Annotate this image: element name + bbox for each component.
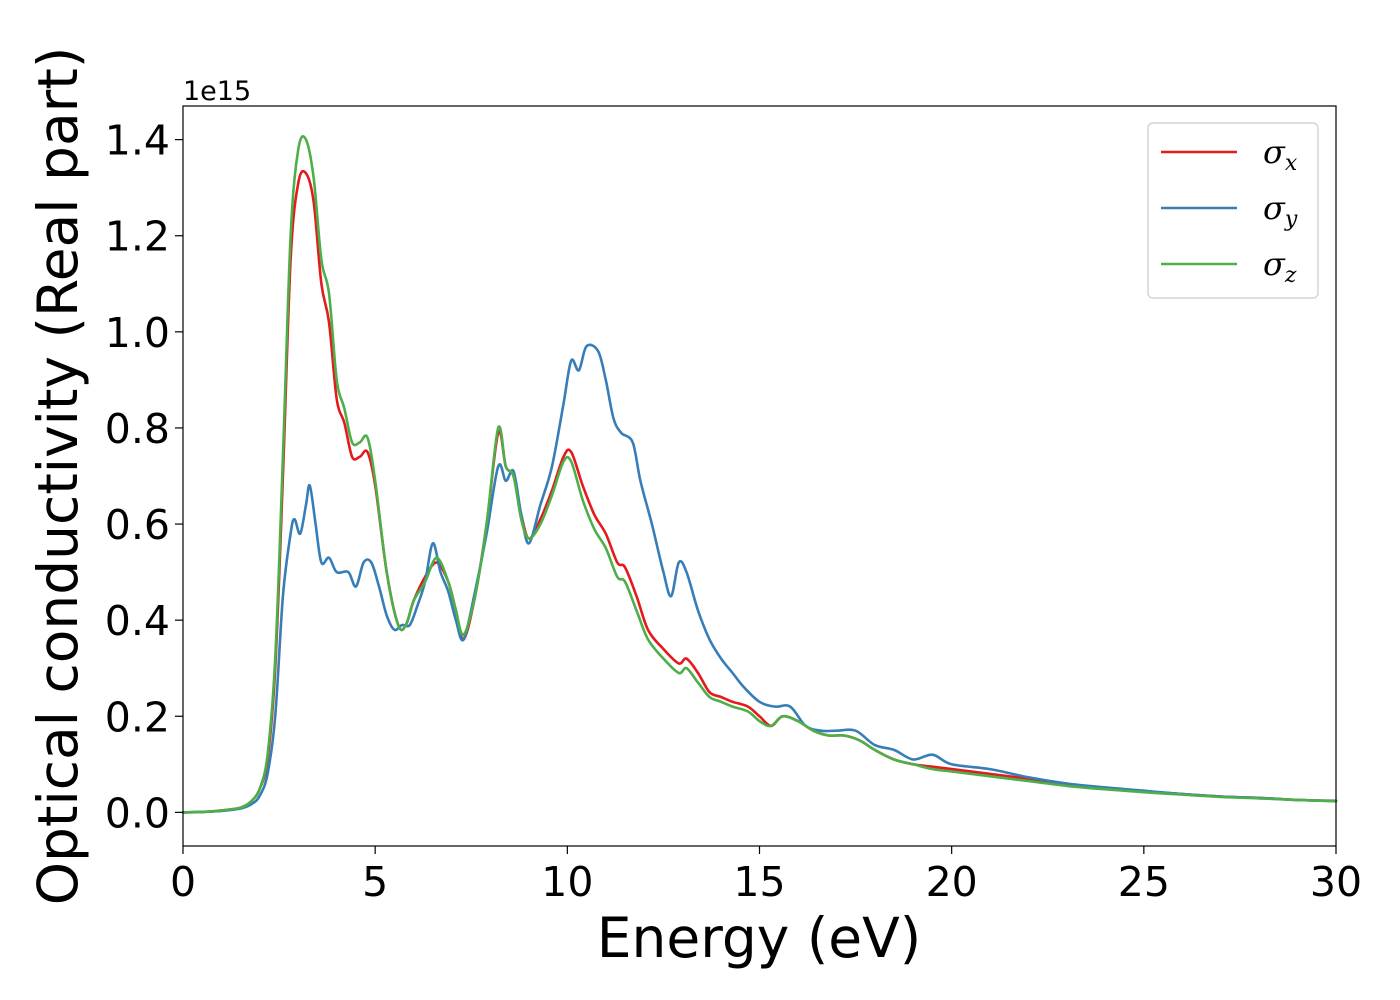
- x-tick-label: 5: [362, 858, 388, 906]
- x-tick-label: 20: [926, 858, 978, 906]
- y-tick-label: 0.2: [105, 693, 170, 741]
- y-offset-label: 1e15: [183, 76, 251, 107]
- legend-box: [1147, 122, 1319, 299]
- y-tick-label: 0.6: [105, 501, 170, 549]
- x-tick-label: 30: [1310, 858, 1362, 906]
- y-tick-label: 0.0: [105, 789, 170, 837]
- x-tick-label: 25: [1118, 858, 1170, 906]
- x-tick-label: 0: [170, 858, 196, 906]
- y-axis-ticks: 0.0 0.2 0.4 0.6 0.8 1.0 1.2 1.4: [105, 117, 183, 837]
- y-tick-label: 1.0: [105, 309, 170, 357]
- y-tick-label: 1.2: [105, 213, 170, 261]
- x-axis-ticks: 0 5 10 15 20 25 30: [170, 846, 1362, 906]
- y-axis-label: Optical conductivity (Real part): [26, 47, 90, 906]
- series-line-z: [181, 135, 1338, 814]
- y-tick-label: 1.4: [105, 117, 170, 165]
- series-layer: [181, 135, 1338, 814]
- y-tick-label: 0.4: [105, 597, 170, 645]
- series-line-y: [181, 343, 1338, 814]
- x-tick-label: 10: [541, 858, 593, 906]
- y-tick-label: 0.8: [105, 405, 170, 453]
- x-tick-label: 15: [733, 858, 785, 906]
- x-axis-label: Energy (eV): [597, 906, 921, 970]
